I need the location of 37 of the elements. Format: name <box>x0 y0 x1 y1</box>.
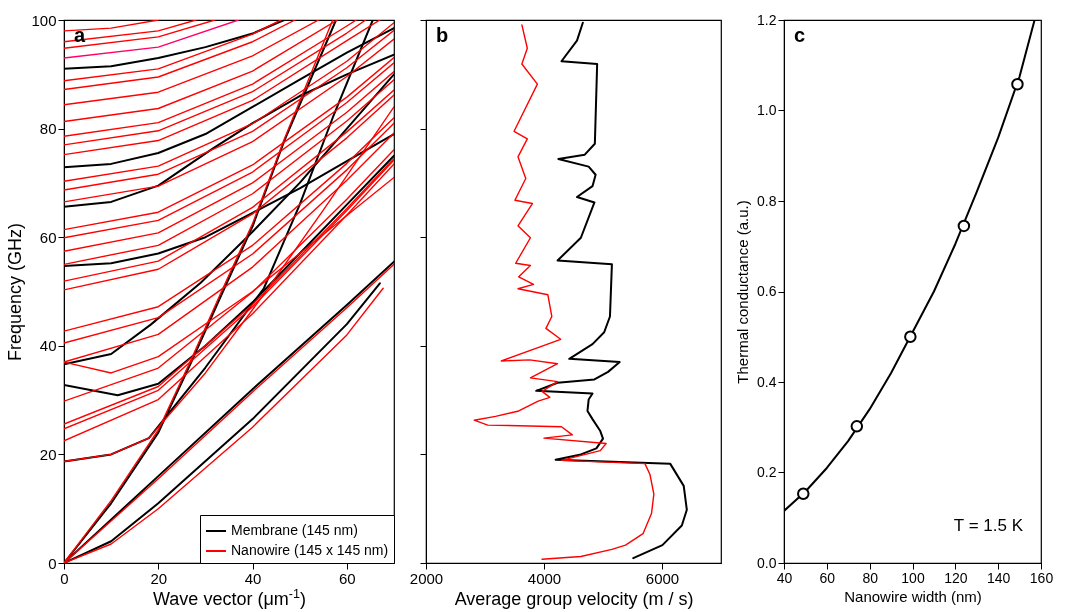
chart-title: c <box>794 24 806 46</box>
y-tick-label: 0.0 <box>757 554 777 571</box>
y-tick-label: 0.2 <box>757 464 777 480</box>
x-tick-label: 160 <box>1029 569 1054 586</box>
chart-title: b <box>436 24 449 46</box>
x-tick-label: 80 <box>862 569 879 586</box>
y-axis-title: Frequency (GHz) <box>5 222 26 362</box>
x-tick-label: 20 <box>150 569 168 587</box>
x-axis-title: Average group velocity (m / s) <box>454 588 694 609</box>
y-tick-label: 0.8 <box>757 192 777 209</box>
x-tick-label: 60 <box>819 569 836 586</box>
y-tick-label: 80 <box>39 120 57 138</box>
legend-label: Nanowire (145 x 145 nm) <box>231 542 389 558</box>
x-axis-title: Nanowire width (nm) <box>844 587 982 605</box>
x-tick-label: 40 <box>244 569 262 587</box>
y-tick-label: 0 <box>48 554 57 572</box>
y-tick-label: 20 <box>39 445 57 463</box>
legend-label: Membrane (145 nm) <box>231 522 358 538</box>
y-tick-label: 40 <box>39 337 57 355</box>
x-tick-label: 40 <box>776 569 793 586</box>
x-tick-label: 60 <box>339 569 356 587</box>
x-tick-label: 2000 <box>409 569 444 587</box>
x-tick-label: 120 <box>944 569 968 586</box>
y-tick-label: 60 <box>39 228 57 246</box>
y-tick-label: 100 <box>31 11 57 29</box>
y-tick-label: 1.0 <box>757 102 777 118</box>
y-tick-label: 0.4 <box>757 373 777 390</box>
y-tick-label: 1.2 <box>757 11 777 28</box>
x-tick-label: 4000 <box>527 569 562 587</box>
y-axis-title: Thermal conductance (a.u.) <box>734 200 752 384</box>
x-tick-label: 6000 <box>645 569 680 587</box>
x-axis-title: Wave vector (μm$^{-1}$) <box>153 586 306 609</box>
y-tick-label: 0.6 <box>757 283 777 299</box>
annotation: T = 1.5 K <box>953 516 1024 535</box>
x-tick-label: 100 <box>901 569 925 586</box>
x-tick-label: 140 <box>986 569 1011 586</box>
x-tick-label: 0 <box>60 569 69 587</box>
